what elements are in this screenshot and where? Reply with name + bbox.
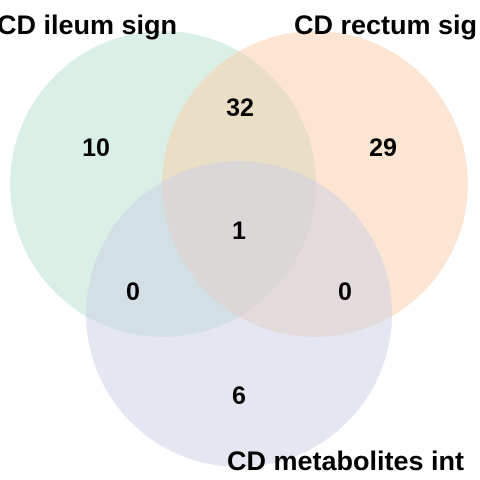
count-rectum-only: 29: [369, 134, 397, 162]
count-all-three: 1: [232, 217, 246, 245]
metabolites-set-label: CD metabolites int: [227, 446, 464, 476]
ileum-set-label: CD ileum sign: [0, 10, 177, 40]
rectum-set-label: CD rectum sig: [294, 10, 477, 40]
metabolites-set-circle: [86, 161, 392, 467]
count-ileum-only: 10: [82, 134, 110, 162]
count-ileum-metabolites: 0: [126, 278, 140, 306]
count-ileum-rectum: 32: [226, 94, 254, 122]
count-metabolites-only: 6: [232, 382, 246, 410]
count-rectum-metabolites: 0: [338, 278, 352, 306]
